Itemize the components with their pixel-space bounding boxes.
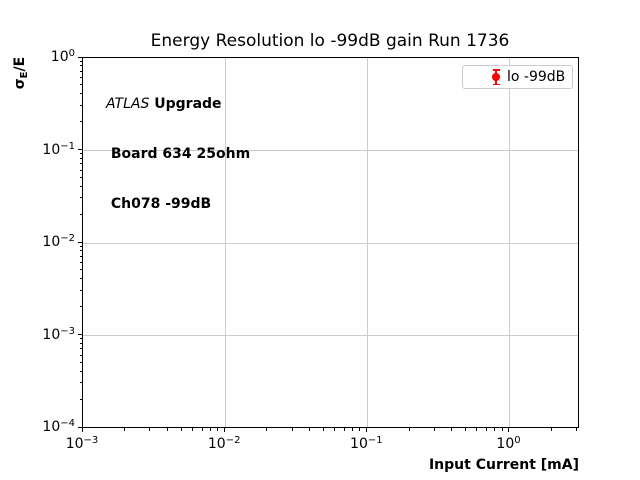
x-minor-tick [149, 428, 151, 431]
x-major-tick [223, 428, 225, 432]
plot-area: ATLAS Upgrade Board 634 25ohm Ch078 -99d… [82, 57, 579, 428]
x-major-tick [508, 428, 510, 432]
y-tick-label: 10−1 [42, 140, 75, 158]
y-minor-tick [79, 176, 82, 178]
x-minor-tick [352, 428, 354, 431]
y-minor-tick [79, 255, 82, 257]
errorbar-cap-bottom [492, 83, 500, 85]
x-minor-tick [291, 428, 293, 431]
x-minor-tick [476, 428, 478, 431]
x-minor-tick [550, 428, 552, 431]
annotation-atlas: ATLAS [106, 96, 150, 113]
y-minor-tick [79, 163, 82, 165]
x-minor-tick [124, 428, 126, 431]
y-minor-tick [79, 197, 82, 199]
x-minor-tick [167, 428, 169, 431]
y-minor-tick [79, 361, 82, 363]
y-minor-tick [79, 153, 82, 155]
x-minor-tick [192, 428, 194, 431]
x-minor-tick [309, 428, 311, 431]
x-tick-label: 10−2 [207, 435, 241, 452]
x-minor-tick [209, 428, 211, 431]
y-tick-label: 10−4 [42, 418, 75, 435]
y-major-tick [78, 56, 82, 58]
y-tick-label: 10−2 [42, 233, 75, 250]
x-minor-tick [266, 428, 268, 431]
x-minor-tick [323, 428, 325, 431]
y-axis-label-subscript: E [19, 71, 30, 79]
x-minor-tick [494, 428, 496, 431]
y-major-tick [78, 149, 82, 150]
annotation-line-3: Ch078 -99dB [106, 195, 212, 212]
y-minor-tick [79, 342, 82, 344]
y-minor-tick [79, 157, 82, 159]
x-minor-tick [501, 428, 503, 431]
y-tick-label: 10−3 [42, 325, 75, 343]
y-minor-tick [79, 169, 82, 171]
errorbar-marker-icon [489, 69, 503, 86]
y-minor-tick [79, 370, 82, 372]
y-minor-tick [79, 398, 82, 400]
y-minor-tick [79, 382, 82, 384]
y-major-tick [78, 426, 82, 428]
y-minor-tick [79, 306, 82, 308]
x-major-tick [365, 428, 367, 432]
annotation-line-1: ATLAS Upgrade [106, 96, 250, 113]
legend-label: lo -99dB [507, 69, 566, 85]
y-minor-tick [79, 93, 82, 95]
errorbar-dot [492, 73, 500, 81]
x-minor-tick [201, 428, 203, 431]
y-minor-tick [79, 213, 82, 215]
x-axis-label: Input Current [mA] [428, 457, 579, 473]
y-minor-tick [79, 245, 82, 247]
y-minor-tick [79, 185, 82, 187]
x-major-tick [81, 428, 83, 432]
y-tick-label: 100 [50, 48, 75, 65]
gridline-horizontal [83, 242, 578, 244]
y-minor-tick [79, 269, 82, 271]
y-minor-tick [79, 65, 82, 67]
x-minor-tick [217, 428, 219, 431]
y-minor-tick [79, 104, 82, 106]
chart-title: Energy Resolution lo -99dB gain Run 1736 [150, 31, 510, 51]
y-minor-tick [79, 348, 82, 350]
y-major-tick [78, 334, 82, 335]
x-minor-tick [334, 428, 336, 431]
x-minor-tick [343, 428, 345, 431]
y-axis-label-sigma: σ [12, 78, 28, 90]
y-major-tick [78, 241, 82, 243]
y-minor-tick [79, 354, 82, 356]
gridline-horizontal [83, 150, 578, 151]
x-minor-tick [575, 428, 577, 431]
y-minor-tick [79, 70, 82, 72]
x-tick-label: 10−1 [350, 435, 383, 452]
y-minor-tick [79, 250, 82, 252]
x-minor-tick [451, 428, 453, 431]
y-minor-tick [79, 278, 82, 280]
x-minor-tick [359, 428, 361, 431]
x-minor-tick [408, 428, 410, 431]
y-minor-tick [79, 121, 82, 123]
x-minor-tick [486, 428, 487, 431]
legend: lo -99dB [462, 65, 573, 89]
x-minor-tick [465, 428, 467, 431]
y-minor-tick [79, 289, 82, 291]
y-minor-tick [79, 77, 82, 79]
x-minor-tick [180, 428, 182, 431]
x-minor-tick [433, 428, 435, 431]
errorbar-cap-top [492, 69, 500, 71]
gridline-horizontal [83, 335, 578, 336]
annotation: ATLAS Upgrade Board 634 25ohm Ch078 -99d… [106, 63, 250, 246]
y-minor-tick [79, 60, 82, 62]
x-tick-label: 10−3 [65, 435, 99, 452]
y-minor-tick [79, 84, 82, 86]
annotation-line-2: Board 634 25ohm [106, 145, 251, 162]
x-tick-label: 100 [496, 435, 521, 452]
y-minor-tick [79, 262, 82, 264]
annotation-upgrade: Upgrade [149, 96, 222, 113]
y-minor-tick [79, 338, 82, 340]
